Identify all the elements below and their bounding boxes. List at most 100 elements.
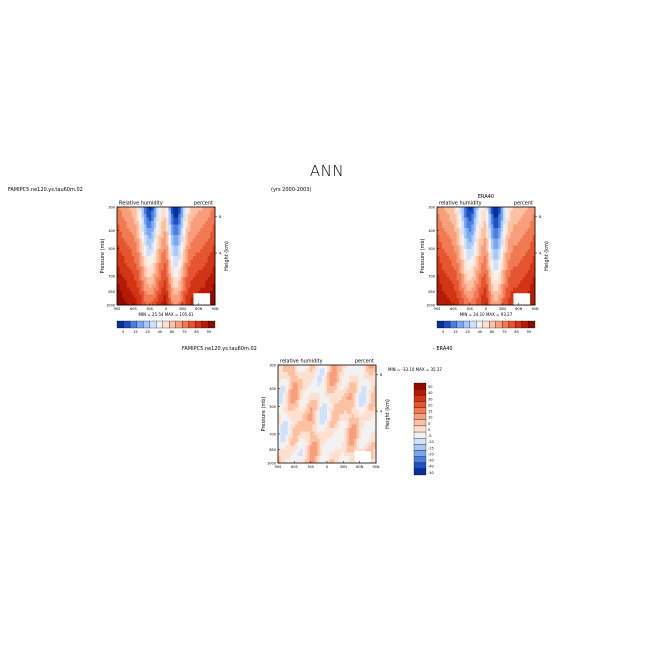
heatmap-cell (139, 224, 142, 229)
heatmap-cell (202, 221, 206, 225)
heatmap-cell (302, 445, 306, 450)
heatmap-cell (361, 445, 365, 450)
heatmap-cell (466, 294, 470, 299)
heatmap-cell (468, 259, 472, 264)
heatmap-cell (126, 273, 130, 278)
heatmap-cell (317, 403, 321, 408)
heatmap-cell (312, 375, 316, 380)
heatmap-cell (168, 252, 172, 257)
heatmap-cell (498, 242, 502, 246)
heatmap-cell (292, 435, 296, 439)
heatmap-cell (163, 273, 167, 278)
heatmap-cell (449, 252, 453, 257)
heatmap-cell (307, 389, 311, 394)
heatmap-cell (373, 456, 377, 460)
heatmap-cell (371, 410, 374, 415)
heatmap-cell (173, 224, 177, 229)
x-tick-label: 90S (275, 465, 282, 469)
heatmap-cell (134, 245, 137, 250)
heatmap-cell (300, 456, 303, 460)
heatmap-cell (515, 228, 519, 232)
heatmap-cell (212, 249, 216, 253)
heatmap-cell (371, 435, 374, 439)
heatmap-cell (139, 221, 142, 225)
heatmap-cell (454, 207, 457, 211)
heatmap-cell (488, 210, 492, 215)
heatmap-cell (356, 379, 360, 383)
heatmap-cell (441, 273, 445, 278)
heatmap-cell (314, 421, 318, 425)
heatmap-cell (188, 298, 191, 302)
heatmap-cell (437, 249, 440, 253)
heatmap-cell (170, 238, 174, 243)
heatmap-cell (532, 242, 536, 246)
heatmap-cell (173, 270, 177, 274)
heatmap-cell (373, 393, 377, 397)
heatmap-cell (163, 277, 167, 281)
heatmap-cell (327, 368, 330, 373)
heatmap-cell (341, 421, 345, 425)
heatmap-cell (319, 407, 323, 411)
heatmap-cell (295, 428, 298, 432)
heatmap-cell (495, 231, 499, 236)
colorbar-swatch (175, 320, 183, 329)
heatmap-cell (307, 365, 311, 369)
heatmap-cell (156, 207, 160, 211)
heatmap-cell (441, 291, 445, 295)
heatmap-cell (280, 421, 284, 425)
heatmap-cell (151, 231, 155, 236)
heatmap-cell (153, 207, 157, 211)
heatmap-cell (307, 449, 311, 453)
heatmap-cell (124, 277, 128, 281)
heatmap-cell (527, 224, 531, 229)
heatmap-cell (297, 424, 301, 429)
heatmap-cell (508, 228, 511, 232)
heatmap-cell (170, 214, 174, 218)
heatmap-cell (317, 410, 321, 415)
y2-tick-label: 8 (380, 373, 382, 377)
heatmap-cell (353, 442, 357, 446)
heatmap-cell (309, 414, 313, 418)
heatmap-cell (481, 249, 484, 253)
heatmap-cell (285, 375, 289, 380)
heatmap-cell (287, 421, 291, 425)
heatmap-cell (530, 280, 533, 285)
heatmap-cell (500, 231, 504, 236)
heatmap-cell (183, 207, 186, 211)
colorbar-swatch (201, 320, 209, 329)
heatmap-cell (143, 277, 147, 281)
heatmap-cell (373, 368, 377, 373)
x-tick-label: 0 (165, 307, 167, 311)
heatmap-cell (486, 217, 489, 222)
heatmap-cell (280, 438, 284, 443)
heatmap-cell (341, 438, 345, 443)
heatmap-cell (444, 231, 448, 236)
colorbar-swatch (413, 431, 427, 439)
colorbar-swatch (413, 395, 427, 402)
heatmap-cell (312, 386, 316, 390)
heatmap-cell (180, 256, 184, 260)
heatmap-cell (503, 245, 506, 250)
heatmap-cell (344, 435, 347, 439)
heatmap-cell (500, 238, 504, 243)
heatmap-cell (134, 224, 137, 229)
heatmap-cell (339, 400, 343, 404)
heatmap-cell (449, 273, 453, 278)
heatmap-cell (185, 256, 189, 260)
heatmap-cell (166, 252, 169, 257)
colorbar-swatch (142, 320, 150, 329)
heatmap-cell (344, 442, 347, 446)
heatmap-cell (510, 242, 514, 246)
heatmap-cell (280, 445, 284, 450)
heatmap-cell (322, 368, 325, 373)
heatmap-cell (358, 372, 362, 376)
colorbar-swatch (413, 462, 427, 470)
heatmap-cell (517, 277, 521, 281)
heatmap-cell (368, 428, 372, 432)
heatmap-cell (512, 224, 516, 229)
heatmap-cell (161, 252, 164, 257)
heatmap-cell (180, 245, 184, 250)
heatmap-cell (153, 284, 157, 288)
heatmap-cell (361, 449, 365, 453)
heatmap-cell (202, 245, 206, 250)
